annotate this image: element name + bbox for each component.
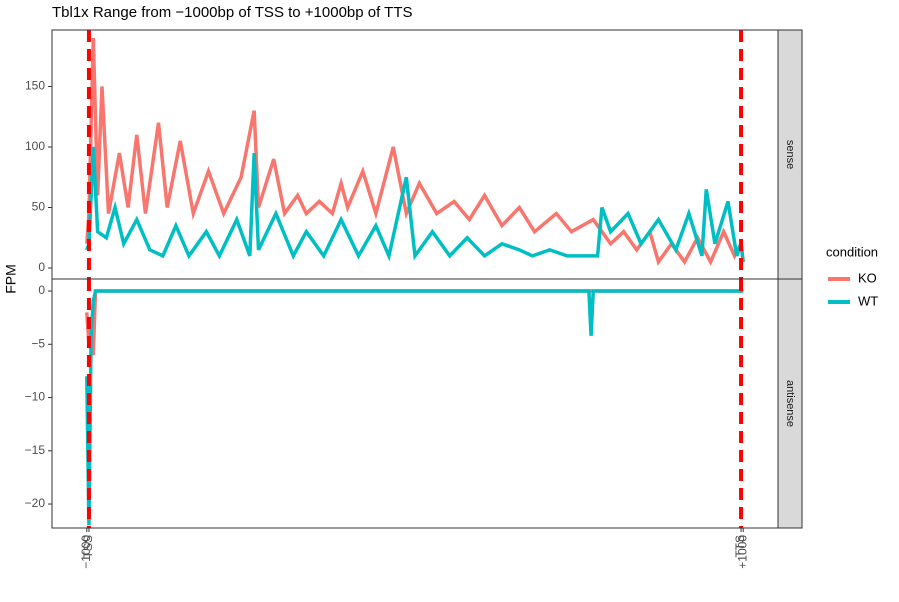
y-tick-label: 0 bbox=[38, 260, 45, 274]
legend-label: WT bbox=[858, 293, 878, 308]
y-tick-label: 150 bbox=[25, 79, 45, 93]
data-line bbox=[85, 289, 744, 356]
facet-strip-label: sense bbox=[784, 140, 796, 169]
y-tick-label: 100 bbox=[25, 139, 45, 153]
y-tick-label: 50 bbox=[32, 200, 46, 214]
x-tick-label: TSS bbox=[81, 535, 95, 558]
x-tick-label: TTS bbox=[733, 535, 747, 558]
chart-title: Tbl1x Range from −1000bp of TSS to +1000… bbox=[52, 4, 413, 21]
x-tick-label: −1000 bbox=[79, 535, 93, 569]
data-line bbox=[85, 146, 745, 263]
panel-border bbox=[51, 278, 779, 529]
legend-title: condition bbox=[826, 244, 878, 259]
x-tick-label: +1000 bbox=[735, 535, 749, 569]
y-tick-label: −15 bbox=[25, 443, 46, 457]
y-tick-label: −5 bbox=[31, 336, 45, 350]
y-tick-label: −20 bbox=[25, 496, 46, 510]
data-line bbox=[85, 38, 745, 266]
facet-strip bbox=[777, 29, 803, 280]
data-line bbox=[85, 289, 744, 526]
y-tick-label: 0 bbox=[38, 283, 45, 297]
legend-label: KO bbox=[858, 270, 877, 285]
facet-strip-label: antisense bbox=[784, 380, 796, 427]
y-axis-title: FPM bbox=[3, 264, 19, 294]
y-tick-label: −10 bbox=[25, 390, 46, 404]
facet-strip bbox=[777, 278, 803, 529]
